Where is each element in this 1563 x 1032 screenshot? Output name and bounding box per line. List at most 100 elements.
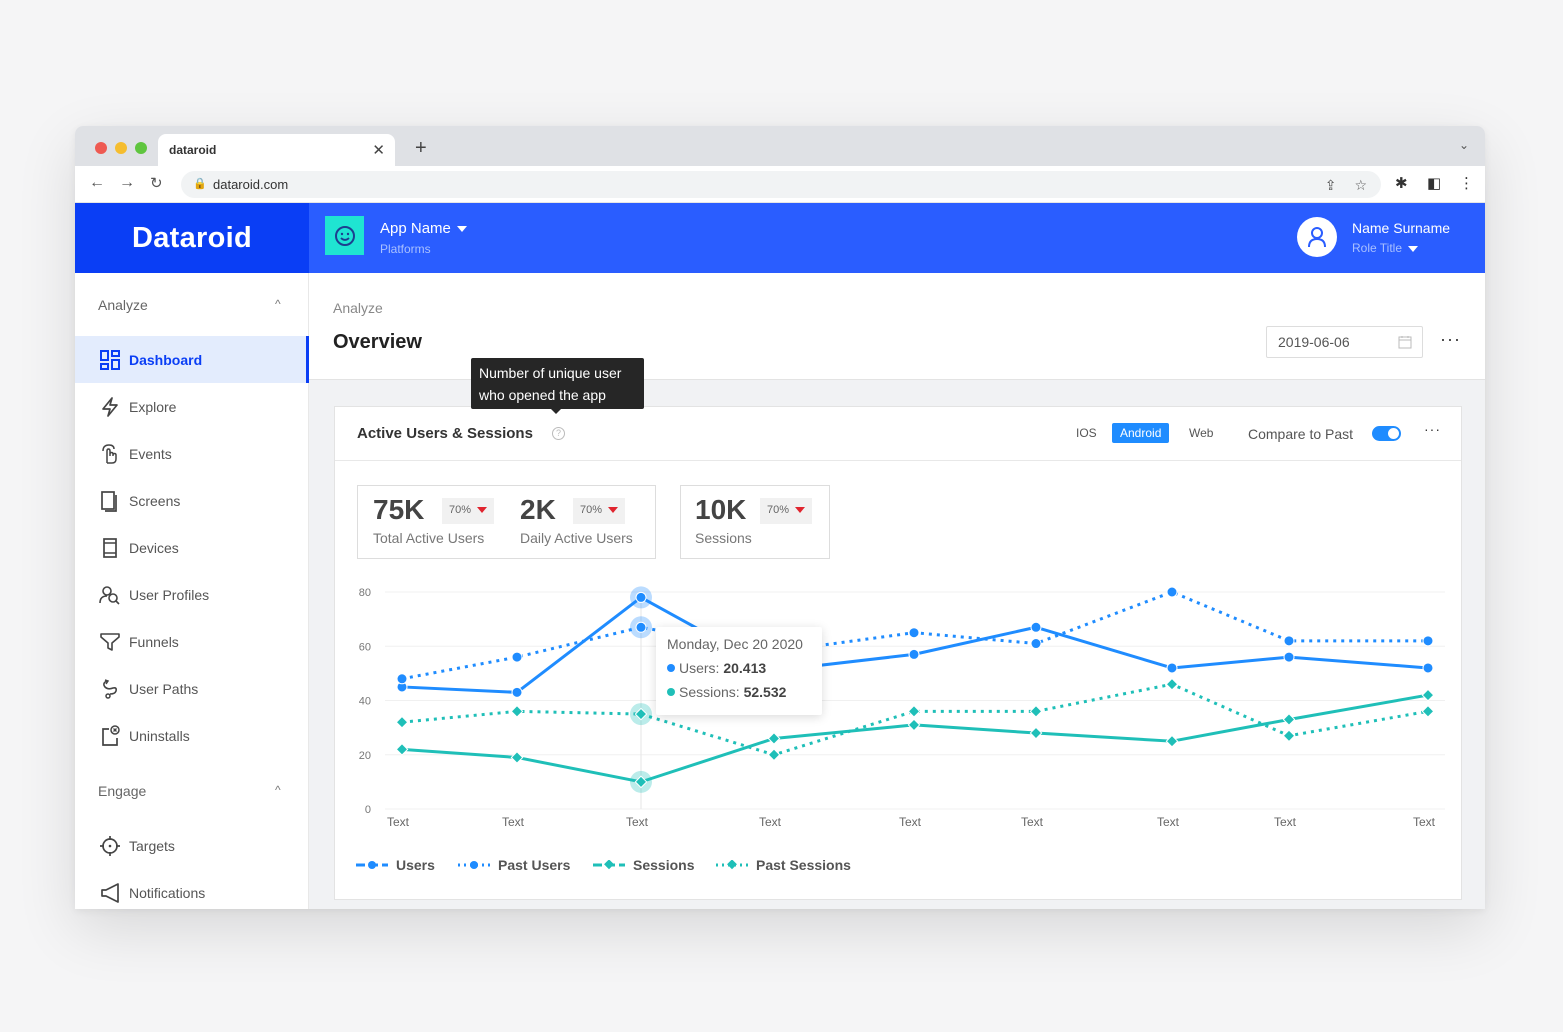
- compare-to-past-toggle[interactable]: [1372, 426, 1401, 441]
- megaphone-icon: [101, 882, 119, 903]
- sidebar: Analyze ^ Dashboard Explore Events Scree…: [75, 273, 309, 909]
- sidebar-item-user-paths[interactable]: User Paths: [75, 665, 309, 712]
- maximize-window-button[interactable]: [135, 142, 147, 154]
- target-icon: [100, 835, 120, 856]
- url-field[interactable]: 🔒 dataroid.com ⇪ ☆: [181, 171, 1381, 198]
- path-icon: [103, 678, 117, 699]
- page-more-options-icon[interactable]: ···: [1440, 329, 1461, 349]
- users-value: 20.413: [723, 660, 767, 676]
- sidebar-item-label: Dashboard: [129, 351, 203, 368]
- kpi-group-sessions: 10K Sessions 70%: [680, 485, 830, 559]
- platform-tab-android[interactable]: Android: [1112, 423, 1170, 443]
- dashboard-grid-icon: [100, 349, 120, 370]
- caret-down-icon: [1408, 245, 1419, 252]
- tooltip-date: Monday, Dec 20 2020: [667, 636, 803, 652]
- browser-tab[interactable]: dataroid ✕: [158, 134, 395, 166]
- tooltip-line: Number of unique user: [479, 365, 622, 381]
- close-window-button[interactable]: [95, 142, 107, 154]
- legend-solid-circle-icon: [356, 861, 388, 869]
- legend-label: Past Sessions: [756, 857, 851, 873]
- reload-icon[interactable]: ↻: [150, 175, 163, 192]
- app-name: App Name: [380, 220, 451, 237]
- help-question-icon[interactable]: ?: [552, 427, 565, 440]
- kpi-group-users: 75K Total Active Users 70% 2K Daily Acti…: [357, 485, 656, 559]
- legend-past-sessions[interactable]: Past Sessions: [716, 857, 851, 873]
- kpi-value: 75K: [373, 494, 425, 525]
- breadcrumb[interactable]: Analyze: [333, 300, 383, 316]
- chart-data-tooltip: Monday, Dec 20 2020 Users: 20.413 Sessio…: [656, 627, 822, 715]
- sidebar-item-label: Devices: [129, 539, 179, 556]
- sidebar-item-label: Notifications: [129, 884, 206, 901]
- user-profiles-icon: [99, 585, 120, 605]
- user-name: Name Surname: [1352, 220, 1451, 236]
- kpi-change-badge: 70%: [442, 498, 495, 524]
- lock-icon: 🔒: [193, 178, 207, 190]
- kpi-label: Daily Active Users: [520, 530, 633, 546]
- sidebar-item-funnels[interactable]: Funnels: [75, 618, 309, 665]
- legend-dotted-circle-icon: [458, 861, 490, 869]
- change-percent: 70%: [580, 504, 603, 516]
- section-engage[interactable]: Engage: [98, 783, 147, 799]
- user-role: Role Title: [1352, 241, 1403, 255]
- close-tab-icon[interactable]: ✕: [372, 142, 385, 159]
- legend-solid-diamond-icon: [593, 860, 625, 870]
- user-role-dropdown[interactable]: Role Title: [1352, 241, 1419, 255]
- sidebar-item-user-profiles[interactable]: User Profiles: [75, 571, 309, 618]
- legend-users[interactable]: Users: [356, 857, 435, 873]
- user-avatar[interactable]: [1297, 217, 1337, 257]
- card-title: Active Users & Sessions: [357, 425, 533, 442]
- kpi-total-active-users: 75K Total Active Users: [373, 494, 484, 546]
- sidebar-item-events[interactable]: Events: [75, 430, 309, 477]
- app-avatar-smiley-icon[interactable]: [325, 216, 364, 255]
- side-panel-icon[interactable]: ◧: [1427, 175, 1442, 192]
- kpi-label: Sessions: [695, 530, 752, 546]
- tab-list-chevron-icon[interactable]: ⌄: [1458, 138, 1469, 152]
- tab-bar: dataroid ✕ + ⌄: [75, 126, 1485, 166]
- app-name-dropdown[interactable]: App Name: [380, 220, 467, 237]
- tooltip-line: who opened the app: [479, 387, 606, 403]
- date-picker[interactable]: 2019-06-06: [1266, 326, 1423, 358]
- sidebar-item-uninstalls[interactable]: Uninstalls: [75, 712, 309, 759]
- dataroid-logo: Dataroid: [131, 221, 253, 254]
- uninstall-icon: [102, 724, 120, 746]
- sidebar-item-devices[interactable]: Devices: [75, 524, 309, 571]
- sidebar-item-label: Targets: [129, 837, 175, 854]
- card-more-options-icon[interactable]: ···: [1424, 421, 1441, 437]
- users-bullet-icon: [667, 664, 675, 672]
- page-title: Overview: [333, 331, 422, 353]
- sidebar-item-notifications[interactable]: Notifications: [75, 869, 309, 909]
- minimize-window-button[interactable]: [115, 142, 127, 154]
- platform-tab-ios[interactable]: IOS: [1076, 426, 1097, 440]
- logo-area[interactable]: Dataroid: [75, 203, 309, 273]
- sidebar-item-targets[interactable]: Targets: [75, 822, 309, 869]
- sidebar-item-screens[interactable]: Screens: [75, 477, 309, 524]
- sidebar-item-dashboard[interactable]: Dashboard: [75, 336, 309, 383]
- kpi-value: 2K: [520, 494, 556, 525]
- chevron-up-icon[interactable]: ^: [275, 783, 281, 797]
- legend-dotted-diamond-icon: [716, 860, 748, 870]
- sidebar-item-explore[interactable]: Explore: [75, 383, 309, 430]
- legend-label: Sessions: [633, 857, 695, 873]
- device-icon: [103, 537, 117, 558]
- sidebar-item-label: Events: [129, 445, 172, 462]
- compare-to-past-label: Compare to Past: [1248, 426, 1354, 442]
- trend-down-icon: [608, 507, 619, 514]
- bookmark-star-icon[interactable]: ☆: [1354, 177, 1367, 193]
- tap-hand-icon: [102, 443, 117, 464]
- legend-sessions[interactable]: Sessions: [593, 857, 694, 873]
- lightning-icon: [102, 396, 118, 417]
- chevron-up-icon[interactable]: ^: [275, 297, 281, 311]
- sidebar-item-label: User Profiles: [129, 586, 210, 603]
- new-tab-icon[interactable]: +: [415, 137, 427, 159]
- platform-tab-web[interactable]: Web: [1189, 426, 1214, 440]
- share-icon[interactable]: ⇪: [1324, 177, 1337, 193]
- back-icon[interactable]: ←: [89, 174, 105, 191]
- browser-menu-icon[interactable]: ⋮: [1459, 175, 1474, 192]
- section-analyze[interactable]: Analyze: [98, 297, 148, 313]
- extensions-puzzle-icon[interactable]: ✱: [1395, 175, 1408, 192]
- change-percent: 70%: [767, 504, 790, 516]
- funnel-icon: [100, 632, 120, 651]
- forward-icon[interactable]: →: [119, 174, 135, 191]
- app-platforms: Platforms: [380, 242, 431, 256]
- legend-past-users[interactable]: Past Users: [458, 857, 570, 873]
